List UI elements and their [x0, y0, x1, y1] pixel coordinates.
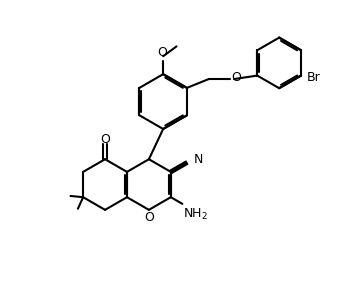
- Text: O: O: [231, 71, 241, 84]
- Text: Br: Br: [306, 71, 320, 84]
- Text: N: N: [194, 153, 203, 166]
- Text: O: O: [100, 133, 110, 146]
- Text: NH$_2$: NH$_2$: [183, 207, 208, 222]
- Text: O: O: [144, 211, 154, 224]
- Text: O: O: [158, 46, 168, 59]
